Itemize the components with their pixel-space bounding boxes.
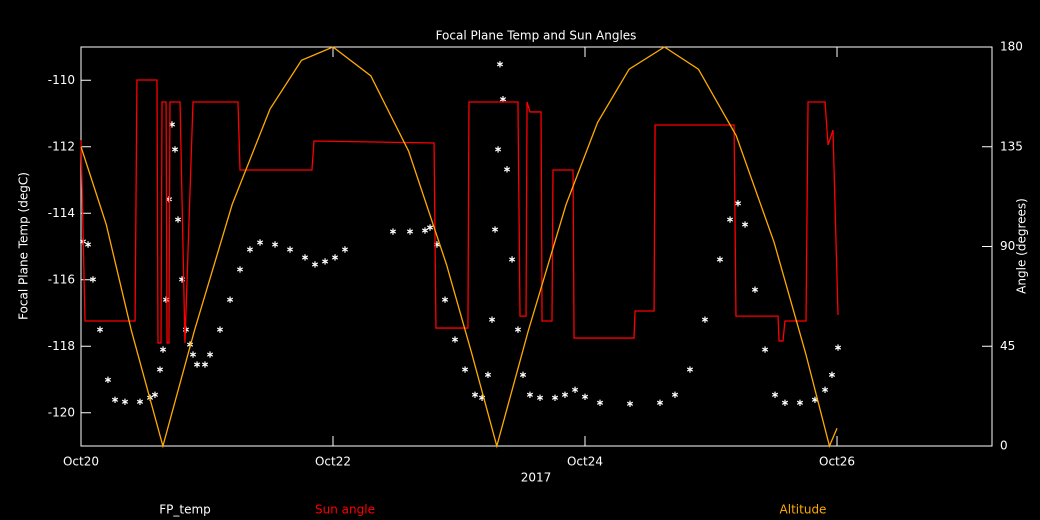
series-line: [80, 46, 838, 449]
x-tick-label: Oct22: [315, 455, 351, 469]
fp-temp-marker: [626, 400, 634, 407]
fp-temp-marker: [656, 399, 664, 406]
fp-temp-marker: [286, 246, 294, 253]
fp-temp-marker: [821, 386, 829, 394]
legend-entry: FP_temp: [159, 503, 211, 517]
fp-temp-marker: [216, 326, 224, 333]
legend-entry: Altitude: [780, 503, 827, 517]
fp-temp-marker: [301, 254, 309, 261]
fp-temp-marker: [246, 246, 254, 253]
fp-temp-marker: [834, 344, 842, 351]
x-tick-label: Oct24: [567, 455, 603, 469]
fp-temp-marker: [796, 399, 804, 406]
fp-temp-marker: [484, 371, 492, 379]
fp-temp-marker: [426, 224, 434, 231]
legend-entry: Sun angle: [315, 503, 375, 517]
x-tick-label: Oct20: [63, 455, 99, 469]
fp-temp-marker: [519, 371, 527, 379]
chart-title: Focal Plane Temp and Sun Angles: [436, 29, 637, 43]
fp-temp-marker: [508, 256, 516, 263]
fp-temp-marker: [311, 261, 319, 268]
fp-temp-marker: [751, 286, 759, 293]
fp-temp-marker: [441, 296, 449, 303]
fp-temp-marker: [421, 227, 429, 234]
fp-temp-marker: [193, 361, 201, 368]
fp-temp-marker: [488, 316, 496, 323]
y2-axis-label: Angle (degrees): [1015, 198, 1029, 294]
fp-temp-marker: [761, 346, 769, 353]
y2-tick-label: 90: [1000, 239, 1015, 253]
x-tick-label: Oct26: [819, 455, 855, 469]
fp-temp-marker: [136, 398, 144, 405]
fp-temp-marker: [321, 258, 329, 265]
fp-temp-marker: [389, 228, 397, 235]
y-tick-label: -110: [48, 73, 75, 87]
fp-temp-marker: [491, 226, 499, 233]
fp-temp-marker: [571, 386, 579, 394]
fp-temp-marker: [341, 246, 349, 253]
y-axis-label: Focal Plane Temp (degC): [17, 172, 31, 320]
fp-temp-marker: [256, 239, 264, 246]
fp-temp-marker: [111, 396, 119, 403]
fp-temp-marker: [156, 366, 164, 373]
fp-temp-marker: [271, 241, 279, 248]
y-tick-label: -120: [48, 405, 75, 419]
fp-temp-marker: [828, 371, 836, 379]
fp-temp-marker: [781, 399, 789, 406]
fp-temp-marker: [89, 276, 97, 283]
fp-temp-marker: [151, 391, 159, 398]
fp-temp-marker: [104, 376, 112, 384]
fp-temp-marker: [189, 351, 197, 358]
fp-temp-marker: [451, 336, 459, 343]
fp-temp-marker: [503, 166, 511, 173]
fp-temp-marker: [496, 61, 504, 68]
fp-temp-marker: [734, 200, 742, 207]
y2-tick-label: 135: [1000, 139, 1023, 153]
fp-temp-marker: [206, 351, 214, 358]
series-line: [80, 79, 839, 344]
fp-temp-marker: [494, 146, 502, 153]
y-tick-label: -114: [48, 206, 75, 220]
y2-tick-label: 45: [1000, 339, 1015, 353]
fp-temp-marker: [686, 366, 694, 373]
fp-temp-marker: [226, 296, 234, 303]
y-tick-label: -118: [48, 339, 75, 353]
fp-temp-marker: [726, 216, 734, 223]
fp-temp-marker: [174, 216, 182, 223]
fp-temp-marker: [201, 361, 209, 368]
fp-temp-marker: [771, 391, 779, 398]
fp-temp-marker: [236, 266, 244, 273]
fp-temp-marker: [159, 346, 167, 353]
fp-temp-marker: [741, 221, 749, 228]
y2-tick-label: 0: [1000, 439, 1008, 453]
fp-temp-marker: [171, 146, 179, 153]
fp-temp-marker: [701, 316, 709, 323]
fp-temp-marker: [331, 254, 339, 261]
fp-temp-marker: [84, 241, 92, 248]
fp-temp-marker: [716, 256, 724, 263]
y-tick-label: -116: [48, 272, 75, 286]
fp-temp-marker: [561, 391, 569, 398]
fp-temp-marker: [406, 228, 414, 235]
x-axis-label: 2017: [521, 471, 552, 485]
fp-temp-marker: [514, 326, 522, 333]
fp-temp-marker: [581, 393, 589, 400]
fp-temp-marker: [671, 391, 679, 398]
fp-temp-marker: [471, 391, 479, 398]
fp-temp-marker: [526, 391, 534, 398]
fp-temp-marker: [96, 326, 104, 333]
fp-temp-marker: [121, 398, 129, 405]
fp-temp-marker: [162, 296, 170, 303]
fp-temp-marker: [461, 366, 469, 373]
y-tick-label: -112: [48, 139, 75, 153]
y2-tick-label: 180: [1000, 40, 1023, 54]
fp-temp-marker: [596, 399, 604, 406]
fp-temp-marker: [551, 394, 559, 401]
fp-temp-marker: [536, 394, 544, 401]
